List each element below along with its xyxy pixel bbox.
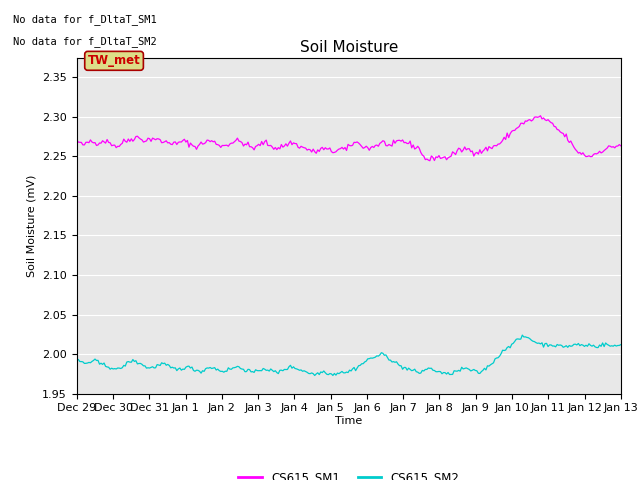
CS615_SM1 <box>426 158 434 164</box>
Title: Soil Moisture: Soil Moisture <box>300 40 398 55</box>
Y-axis label: Soil Moisture (mV): Soil Moisture (mV) <box>27 174 36 277</box>
CS615_SM2 <box>312 371 320 377</box>
CS615_SM1 <box>253 143 261 149</box>
CS615_SM2 <box>262 368 270 373</box>
CS615_SM2 <box>311 372 319 378</box>
CS615_SM2 <box>617 342 625 348</box>
CS615_SM1 <box>140 139 147 145</box>
Legend: CS615_SM1, CS615_SM2: CS615_SM1, CS615_SM2 <box>234 466 464 480</box>
Line: CS615_SM2: CS615_SM2 <box>77 335 621 375</box>
CS615_SM2 <box>73 357 81 363</box>
CS615_SM1 <box>262 137 270 143</box>
CS615_SM2 <box>140 363 147 369</box>
CS615_SM1 <box>311 149 319 155</box>
CS615_SM2 <box>518 332 526 338</box>
CS615_SM2 <box>235 364 243 370</box>
Text: TW_met: TW_met <box>88 54 140 67</box>
Line: CS615_SM1: CS615_SM1 <box>77 116 621 161</box>
Text: No data for f_DltaT_SM1: No data for f_DltaT_SM1 <box>13 14 157 25</box>
CS615_SM2 <box>253 368 261 373</box>
Text: No data for f_DltaT_SM2: No data for f_DltaT_SM2 <box>13 36 157 47</box>
CS615_SM1 <box>235 138 243 144</box>
CS615_SM1 <box>589 152 597 157</box>
CS615_SM1 <box>537 113 545 119</box>
CS615_SM1 <box>73 137 81 143</box>
CS615_SM2 <box>589 342 597 348</box>
CS615_SM1 <box>617 143 625 149</box>
X-axis label: Time: Time <box>335 416 362 426</box>
